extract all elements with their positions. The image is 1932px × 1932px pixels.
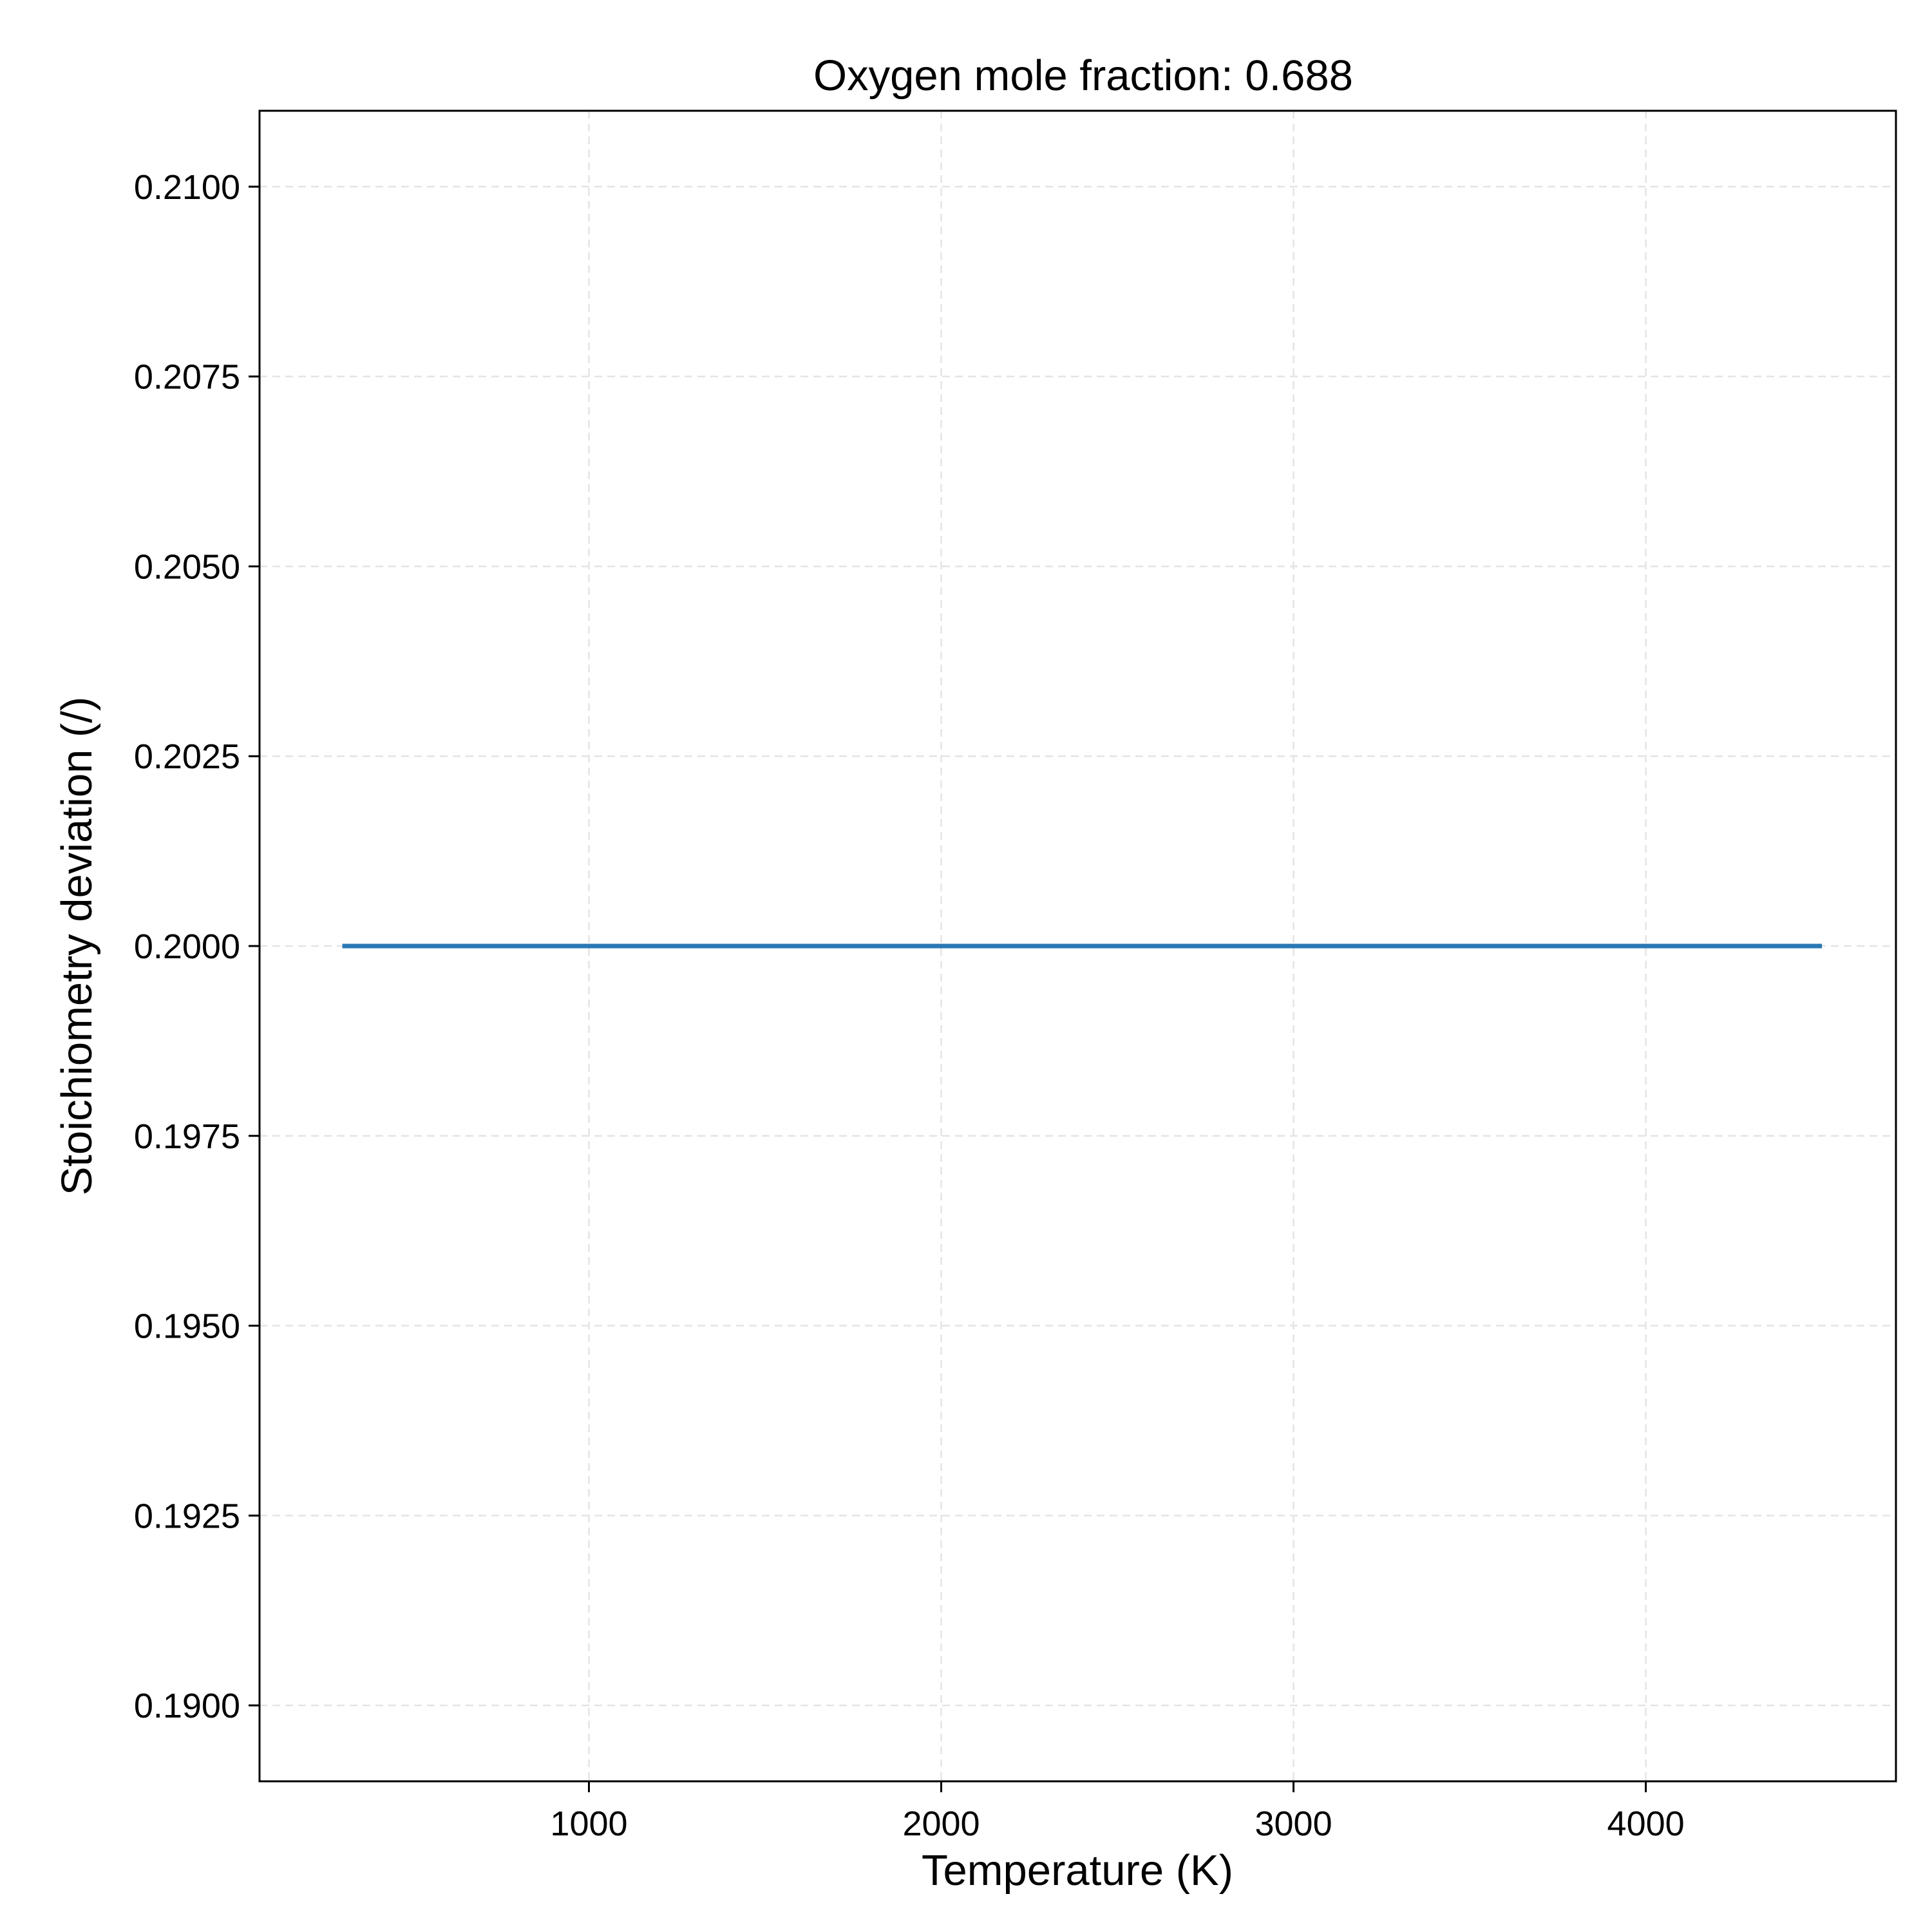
y-tick-label: 0.2050: [134, 547, 240, 586]
x-axis: 1000 2000 3000 4000: [550, 1781, 1685, 1843]
y-tick-label: 0.1925: [134, 1497, 240, 1535]
y-tick-label: 0.2000: [134, 927, 240, 966]
x-tick-label: 4000: [1607, 1804, 1685, 1843]
y-tick-label: 0.1950: [134, 1307, 240, 1346]
x-axis-label: Temperature (K): [922, 1846, 1233, 1895]
x-tick-label: 2000: [902, 1804, 980, 1843]
chart-title: Oxygen mole fraction: 0.688: [813, 52, 1353, 100]
y-axis-label: Stoichiometry deviation (/): [53, 697, 101, 1196]
y-tick-label: 0.2100: [134, 168, 240, 207]
y-tick-label: 0.2075: [134, 358, 240, 397]
y-tick-label: 0.1975: [134, 1117, 240, 1156]
y-axis: 0.1900 0.1925 0.1950 0.1975 0.2000 0.2025 0.20…: [134, 168, 260, 1725]
x-tick-label: 3000: [1255, 1804, 1332, 1843]
y-tick-label: 0.1900: [134, 1687, 240, 1725]
x-tick-label: 1000: [550, 1804, 627, 1843]
y-tick-label: 0.2025: [134, 737, 240, 776]
